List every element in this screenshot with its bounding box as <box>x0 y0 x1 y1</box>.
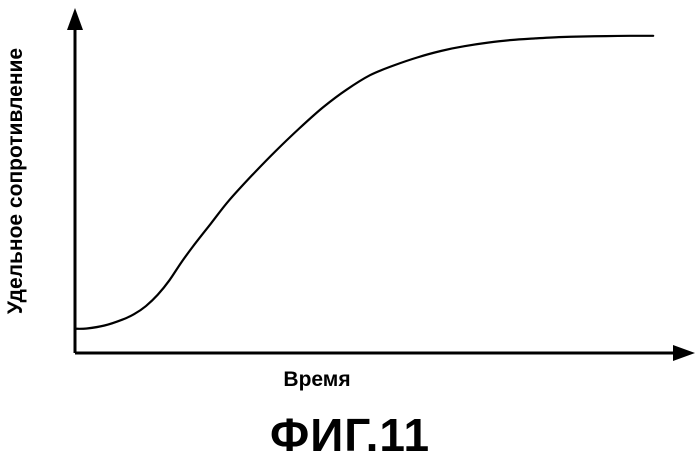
figure-caption: ФИГ.11 <box>269 409 431 461</box>
series-line <box>73 34 655 330</box>
x-axis-label: Время <box>283 368 350 391</box>
x-axis-arrow-icon <box>673 345 695 361</box>
y-axis-label: Удельное сопротивление <box>4 48 27 314</box>
y-axis-arrow-icon <box>67 8 83 30</box>
